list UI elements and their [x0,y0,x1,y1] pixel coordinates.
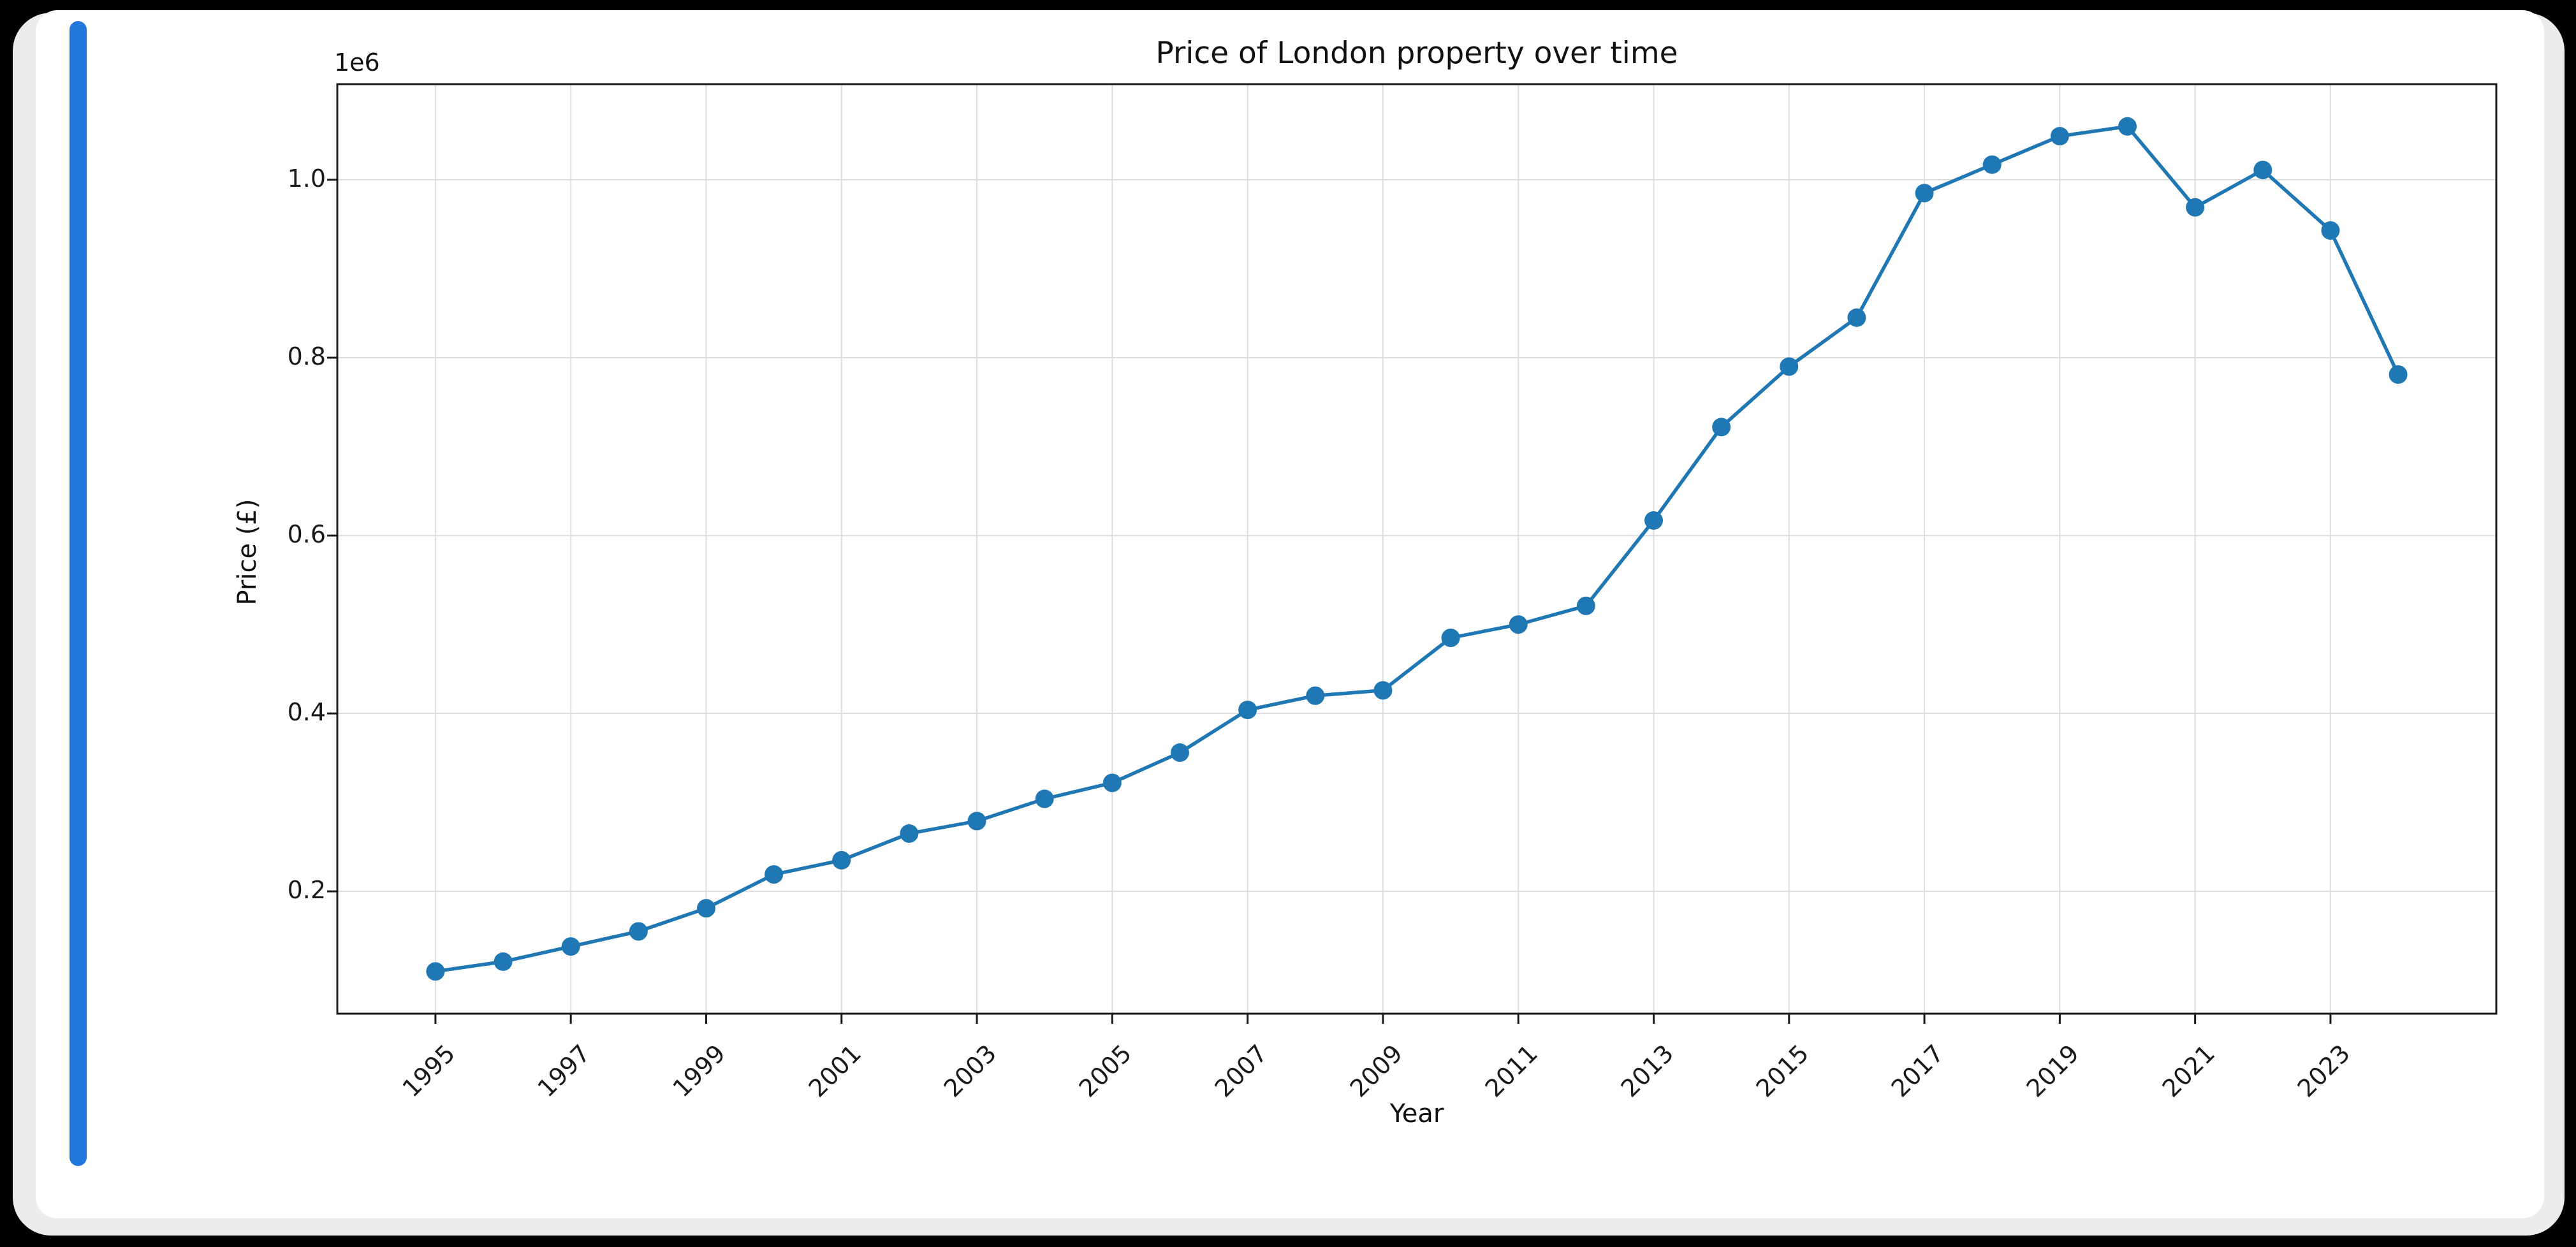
data-point [2050,127,2069,146]
price-line [435,124,2400,974]
data-point [1915,184,1934,203]
data-point [426,962,445,981]
data-point [1238,701,1257,720]
data-point [765,865,784,884]
vertical-scrollbar-thumb[interactable] [70,21,87,1166]
y-axis-label: Price (£) [233,499,262,606]
data-point [2253,161,2272,180]
data-point [2118,117,2137,136]
content-card [36,10,2544,1218]
data-point [832,850,851,870]
data-point [1509,615,1528,634]
y-tick-label: 1.0 [287,164,326,193]
axes-frame [336,83,2498,1015]
data-point [629,922,648,941]
data-point [561,937,580,956]
chart-title: Price of London property over time [1155,36,1678,71]
data-point [2186,198,2205,217]
data-point [1102,773,1122,792]
data-point [494,952,513,971]
data-point [1373,681,1393,700]
data-point [1847,308,1866,327]
data-point [1644,511,1664,530]
y-axis-offset-label: 1e6 [334,48,380,77]
data-point [1170,743,1189,762]
data-point [1712,418,1731,437]
data-point [696,899,715,918]
x-axis-label: Year [1389,1099,1444,1128]
data-point [967,812,986,831]
data-point [900,824,919,843]
data-point [1982,155,2002,174]
data-point [1035,789,1054,808]
data-point [1576,596,1595,615]
y-tick-label: 0.2 [287,876,326,905]
data-point [2321,221,2340,240]
y-tick-label: 0.4 [287,698,326,727]
data-point [1306,686,1325,705]
y-tick-label: 0.8 [287,342,326,371]
data-point [1441,629,1460,648]
y-tick-label: 0.6 [287,520,326,549]
data-point [2389,365,2408,384]
data-point [1780,357,1799,376]
